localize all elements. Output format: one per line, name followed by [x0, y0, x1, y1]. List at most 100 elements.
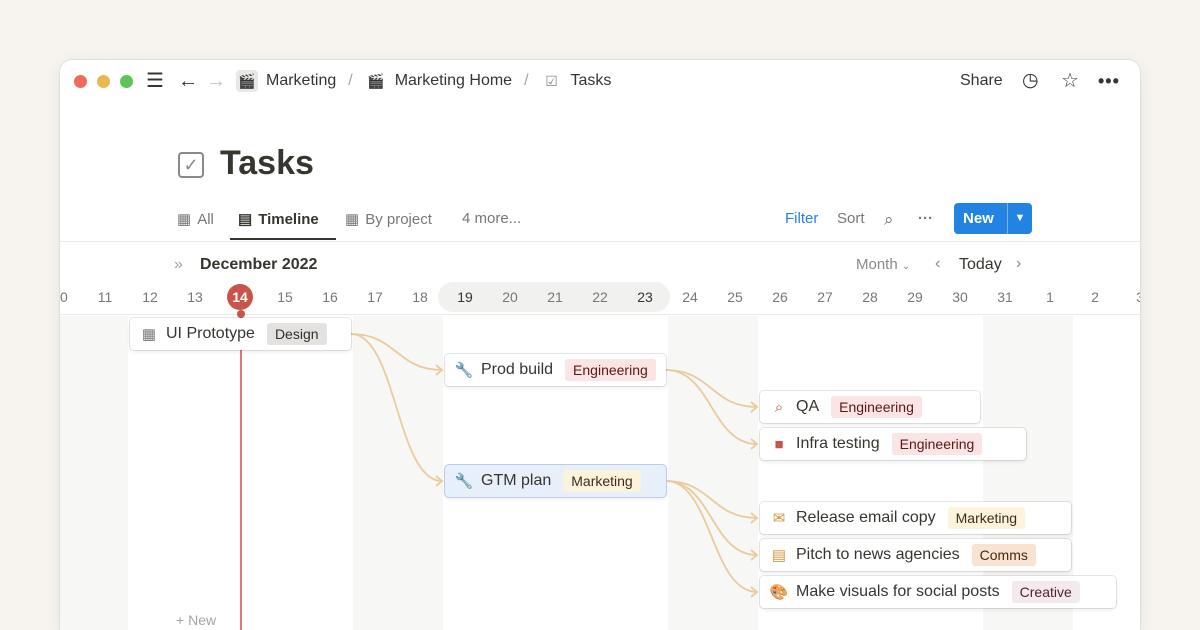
task-card[interactable]: 🔧 Prod build Engineering — [445, 354, 666, 386]
checkbox-icon: ☑ — [545, 73, 558, 89]
day-label[interactable]: 3 — [1136, 289, 1140, 305]
day-label[interactable]: 28 — [862, 289, 878, 305]
day-label[interactable]: 20 — [502, 289, 518, 305]
task-tag: Marketing — [563, 470, 641, 492]
day-label[interactable]: 1 — [1046, 289, 1054, 305]
tab-by-project[interactable]: ▦ By project — [345, 210, 432, 229]
weekend-column — [352, 316, 443, 630]
day-label[interactable]: 12 — [142, 289, 158, 305]
tab-label: By project — [365, 210, 432, 228]
task-card[interactable]: 🎨 Make visuals for social posts Creative — [760, 576, 1116, 608]
task-name: GTM plan — [481, 472, 552, 489]
day-label[interactable]: 22 — [592, 289, 608, 305]
task-card[interactable]: ▦ UI Prototype Design — [130, 318, 351, 350]
box-icon: ■ — [774, 435, 784, 453]
day-label[interactable]: 2 — [1091, 289, 1099, 305]
star-icon[interactable]: ☆ — [1061, 70, 1079, 92]
tab-more[interactable]: 4 more... — [462, 210, 522, 227]
task-name: Release email copy — [796, 509, 936, 526]
day-label[interactable]: 13 — [187, 289, 203, 305]
page-title: Tasks — [220, 144, 314, 182]
day-label[interactable]: 18 — [412, 289, 428, 305]
task-name: Prod build — [481, 361, 554, 378]
day-label[interactable]: 27 — [817, 289, 833, 305]
day-label[interactable]: 31 — [997, 289, 1013, 305]
close-window-button[interactable] — [74, 75, 87, 88]
day-label[interactable]: 11 — [97, 289, 113, 305]
task-name: QA — [796, 398, 820, 415]
new-button-label: New — [963, 210, 994, 227]
chevron-down-icon: ⌄ — [901, 261, 911, 272]
breadcrumb-separator: / — [348, 72, 353, 89]
search-icon[interactable]: ⌕ — [884, 210, 894, 229]
more-icon[interactable]: ••• — [1098, 71, 1120, 91]
collapse-icon[interactable]: » — [174, 256, 183, 273]
scale-select[interactable]: Month ⌄ — [856, 256, 910, 273]
day-label[interactable]: 17 — [367, 289, 383, 305]
today-marker — [236, 310, 245, 318]
back-arrow-icon[interactable]: ← — [178, 70, 198, 92]
menu-icon[interactable]: ☰ — [146, 70, 164, 92]
breadcrumb-tasks[interactable]: Tasks — [570, 72, 612, 89]
day-label[interactable]: 30 — [952, 289, 968, 305]
day-label[interactable]: 25 — [727, 289, 743, 305]
table-icon: ▦ — [345, 211, 360, 228]
weekend-column — [667, 316, 758, 630]
app-window: ☰ ← → 🎬 Marketing / 🎬 Marketing Home / ☑… — [60, 60, 1140, 630]
day-label[interactable]: 21 — [547, 289, 563, 305]
day-label[interactable]: 14 — [227, 284, 253, 310]
task-card[interactable]: ■ Infra testing Engineering — [760, 428, 1026, 460]
day-label[interactable]: 15 — [277, 289, 293, 305]
day-label[interactable]: 10 — [60, 289, 68, 305]
divider — [60, 241, 1140, 242]
day-label[interactable]: 24 — [682, 289, 698, 305]
task-card[interactable]: ▤ Pitch to news agencies Comms — [760, 539, 1071, 571]
tab-all[interactable]: ▦ All — [177, 210, 214, 229]
breadcrumb-separator: / — [524, 72, 529, 89]
new-button[interactable]: New ▼ — [954, 203, 1032, 234]
tab-label: All — [197, 210, 214, 228]
task-name: Make visuals for social posts — [796, 583, 1000, 600]
chevron-down-icon[interactable]: ▼ — [1007, 203, 1032, 234]
today-button[interactable]: Today — [959, 256, 1002, 273]
table-icon: ▦ — [177, 211, 192, 228]
next-icon[interactable]: › — [1016, 255, 1022, 272]
share-button[interactable]: Share — [960, 72, 1003, 89]
task-card[interactable]: ✉ Release email copy Marketing — [760, 502, 1071, 534]
task-tag: Engineering — [565, 359, 656, 381]
day-label[interactable]: 23 — [637, 289, 653, 305]
wrench-icon: 🔧 — [454, 473, 474, 490]
breadcrumb: 🎬 Marketing / 🎬 Marketing Home / ☑ Tasks — [236, 70, 611, 92]
divider — [60, 314, 1140, 315]
clock-icon[interactable]: ◷ — [1022, 70, 1039, 91]
prev-icon[interactable]: ‹ — [935, 255, 941, 272]
plus-icon: + — [176, 612, 185, 628]
task-name: Pitch to news agencies — [796, 546, 960, 563]
day-label[interactable]: 29 — [907, 289, 923, 305]
day-label[interactable]: 16 — [322, 289, 338, 305]
add-new-button[interactable]: + New — [176, 612, 219, 628]
today-line — [240, 314, 242, 630]
task-tag: Design — [266, 323, 327, 345]
task-card[interactable]: ⌕ QA Engineering — [760, 391, 980, 423]
minimize-window-button[interactable] — [97, 75, 110, 88]
forward-arrow-icon[interactable]: → — [206, 70, 226, 92]
task-name: UI Prototype — [166, 325, 255, 342]
tab-label: Timeline — [258, 210, 319, 228]
breadcrumb-marketing[interactable]: Marketing — [266, 72, 337, 89]
more-options-icon[interactable]: ··· — [918, 210, 933, 227]
envelope-icon: ✉ — [772, 510, 786, 527]
task-tag: Marketing — [947, 507, 1026, 529]
filter-button[interactable]: Filter — [785, 210, 819, 227]
task-tag: Comms — [971, 544, 1036, 566]
sort-button[interactable]: Sort — [837, 210, 865, 227]
tab-timeline[interactable]: ▤ Timeline — [238, 210, 319, 229]
breadcrumb-marketing-home[interactable]: Marketing Home — [394, 72, 513, 89]
week-highlight — [438, 282, 670, 312]
day-label[interactable]: 19 — [457, 289, 473, 305]
day-label[interactable]: 26 — [772, 289, 788, 305]
task-tag: Engineering — [891, 433, 983, 455]
maximize-window-button[interactable] — [120, 75, 133, 88]
scale-label: Month — [856, 256, 898, 273]
task-card[interactable]: 🔧 GTM plan Marketing — [445, 465, 666, 497]
